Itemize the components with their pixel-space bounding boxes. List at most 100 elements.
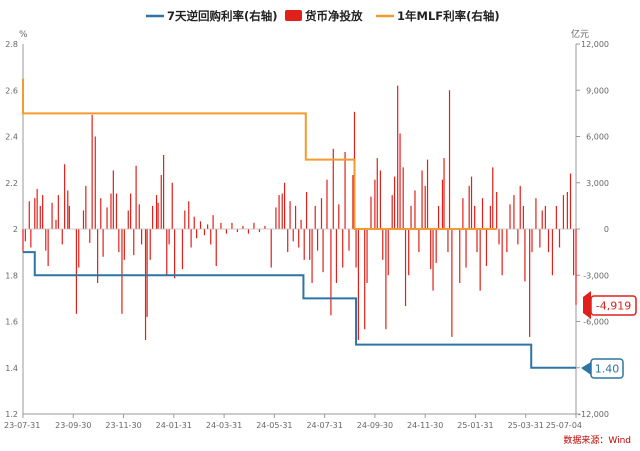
injection-bar <box>110 193 112 229</box>
injection-bar <box>212 215 214 230</box>
injection-bar <box>133 229 135 256</box>
injection-bar <box>575 229 577 305</box>
injection-bar <box>314 205 316 230</box>
injection-bar <box>144 229 147 340</box>
injection-bar <box>51 202 53 229</box>
x-tick-label: 24-05-31 <box>256 421 292 430</box>
injection-bar <box>89 229 91 243</box>
injection-bar <box>352 175 354 229</box>
source-note: 数据来源：Wind <box>563 434 631 446</box>
injection-bar <box>551 229 554 276</box>
injection-bar <box>357 229 360 340</box>
injection-bar <box>344 151 346 229</box>
injection-bar <box>121 229 123 314</box>
injection-bar <box>247 229 250 234</box>
injection-bar <box>115 193 118 229</box>
injection-bar <box>184 210 186 229</box>
legend-item-repo[interactable]: 7天逆回购利率(右轴) <box>146 9 278 23</box>
injection-bar <box>492 167 494 229</box>
injection-bar <box>138 204 140 229</box>
legend-item-mlf[interactable]: 1年MLF利率(右轴) <box>376 9 500 23</box>
legend-injection-swatch <box>285 10 302 21</box>
x-tick-label: 24-09-30 <box>357 421 393 430</box>
injection-bar <box>34 198 36 229</box>
injection-bar <box>127 210 129 229</box>
x-tick-label: 25-01-31 <box>457 421 493 430</box>
injection-bar <box>171 182 173 229</box>
callout-last-repo-pointer <box>581 362 591 375</box>
injection-bar <box>489 205 491 230</box>
injection-bar <box>562 195 565 229</box>
injection-bar <box>506 229 508 253</box>
injection-bar <box>470 176 473 229</box>
injection-bar <box>558 229 561 248</box>
right-tick-label: -12,000 <box>578 410 609 419</box>
left-tick-label: 1.8 <box>5 271 18 280</box>
x-tick-label: 24-03-31 <box>206 421 242 430</box>
injection-bar <box>447 229 449 253</box>
right-tick-label: -6,000 <box>583 318 609 327</box>
injection-bar <box>517 229 519 245</box>
x-tick-label: 23-09-30 <box>55 421 91 430</box>
injection-bar <box>374 179 376 229</box>
legend-item-injection[interactable]: 货币净投放 <box>285 9 363 23</box>
right-tick-label: 6,000 <box>586 133 609 142</box>
injection-bar <box>448 90 451 229</box>
injection-bar <box>366 229 368 283</box>
injection-bar <box>338 204 340 229</box>
injection-bar <box>459 229 461 283</box>
injection-bar <box>174 229 176 279</box>
injection-bar <box>278 195 280 229</box>
injection-bar <box>55 219 57 229</box>
injection-bar <box>370 196 372 230</box>
mlf-rate-line <box>22 78 497 230</box>
injection-bar <box>253 222 255 229</box>
injection-bar <box>541 210 543 229</box>
injection-bar <box>335 229 338 283</box>
injection-bar <box>385 229 387 330</box>
callout-last-repo: 1.40 <box>581 358 624 379</box>
injection-bar <box>163 155 165 229</box>
injection-bar <box>149 229 151 260</box>
injection-bar <box>418 229 420 253</box>
injection-bar <box>47 229 49 266</box>
x-tick-label: 24-11-30 <box>407 421 443 430</box>
injection-bar <box>64 164 66 229</box>
injection-bar <box>146 229 148 317</box>
injection-bar <box>100 198 102 229</box>
injection-bar <box>207 224 209 229</box>
left-tick-label: 1.2 <box>5 410 18 419</box>
injection-bar <box>85 185 87 229</box>
injection-bar <box>168 229 170 245</box>
injection-bar <box>474 205 476 230</box>
injection-bar <box>566 192 568 229</box>
injection-bar <box>303 229 305 260</box>
injection-bar <box>330 229 332 316</box>
injection-bar <box>424 185 426 229</box>
callout-last-flow-text: -4,919 <box>596 300 631 313</box>
legend: 7天逆回购利率(右轴) 货币净投放 1年MLF利率(右轴) <box>146 9 500 23</box>
injection-bar <box>547 229 550 253</box>
injection-bar <box>106 207 108 229</box>
injection-bar <box>61 229 63 245</box>
left-axis-unit: % <box>19 30 28 40</box>
injection-bar <box>225 229 228 234</box>
injection-bar <box>30 229 32 248</box>
left-tick-label: 2.2 <box>5 179 18 188</box>
injection-bar <box>294 205 297 230</box>
x-tick-label: 25-03-31 <box>508 421 544 430</box>
injection-bar <box>320 198 323 229</box>
injection-bar <box>524 229 526 282</box>
legend-mlf-label: 1年MLF利率(右轴) <box>397 9 500 23</box>
injection-bar <box>75 229 78 314</box>
injection-bar <box>283 182 286 229</box>
left-tick-label: 1.6 <box>5 318 18 327</box>
injection-bar <box>465 229 467 268</box>
injection-bar <box>393 176 396 229</box>
injection-bar <box>535 198 537 229</box>
injection-bar <box>199 221 202 229</box>
left-tick-label: 2.6 <box>5 86 18 95</box>
callout-last-flow-box <box>583 291 591 319</box>
injection-bar <box>287 229 289 253</box>
